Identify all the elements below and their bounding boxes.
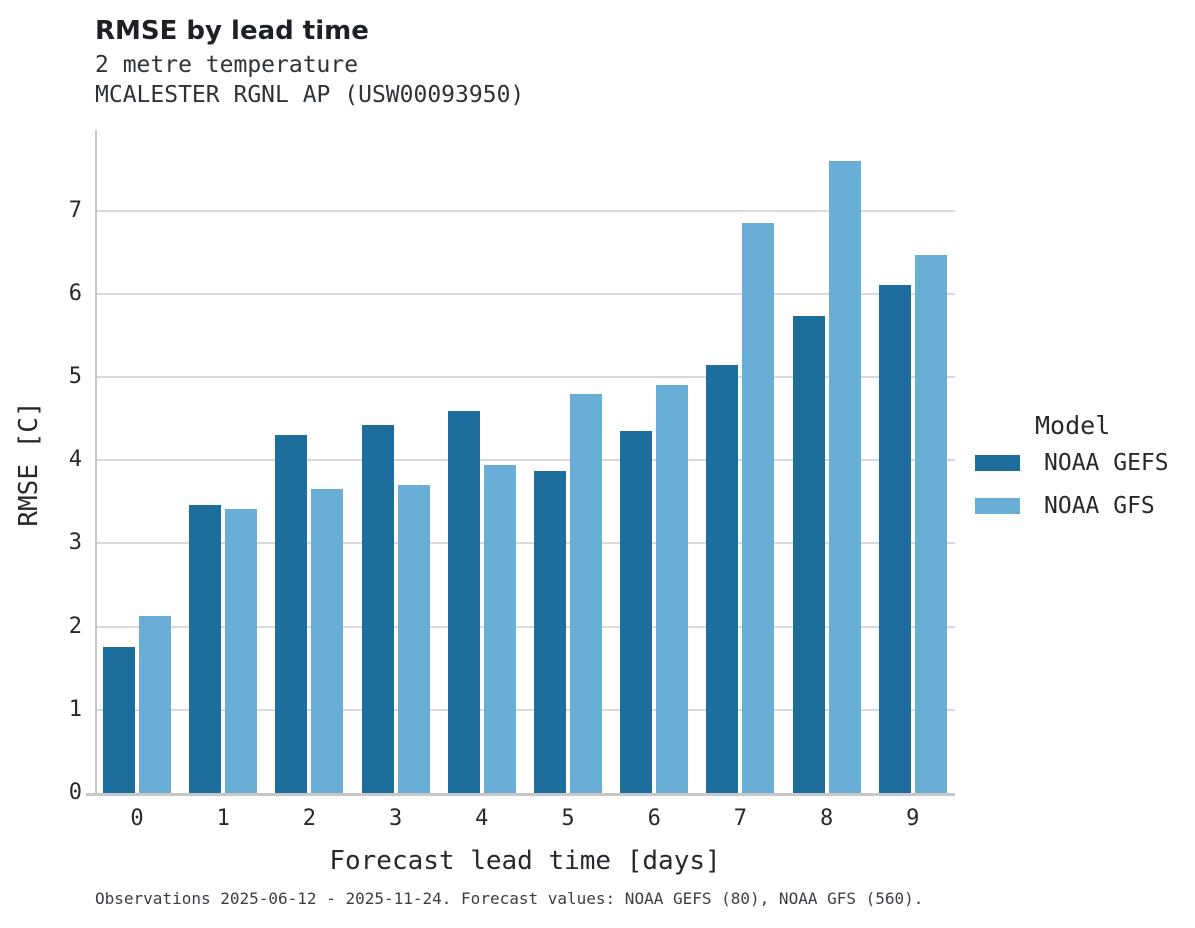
gridline-y-4 — [95, 459, 955, 462]
x-tick-label-0: 0 — [130, 806, 144, 831]
bar-noaa-gfs-lead-2 — [311, 489, 344, 793]
bar-noaa-gfs-lead-7 — [742, 223, 775, 793]
x-tick-label-7: 7 — [733, 806, 748, 831]
y-tick-label-7: 7 — [68, 197, 82, 223]
y-tick-label-6: 6 — [68, 280, 82, 306]
bar-noaa-gefs-lead-0 — [103, 646, 135, 793]
x-tick-label-2: 2 — [302, 806, 317, 831]
y-axis-spine — [95, 130, 97, 796]
x-tick-label-5: 5 — [561, 806, 575, 831]
x-tick-label-3: 3 — [388, 806, 403, 831]
legend-swatch-noaa-gfs — [975, 498, 1020, 514]
x-tick-label-1: 1 — [216, 806, 230, 831]
x-tick-label-8: 8 — [819, 806, 834, 831]
chart-subtitle-variable: 2 metre temperature — [95, 52, 359, 78]
legend-title: Model — [1035, 411, 1111, 440]
gridline-y-5 — [95, 376, 955, 379]
y-tick-label-0: 0 — [68, 780, 82, 805]
gridline-y-7 — [95, 209, 955, 212]
legend-item-noaa-gefs: NOAA GEFS — [975, 450, 1190, 476]
bar-noaa-gfs-lead-6 — [656, 385, 689, 793]
bar-noaa-gefs-lead-2 — [275, 435, 308, 793]
legend-item-noaa-gfs: NOAA GFS — [975, 493, 1190, 519]
bar-noaa-gefs-lead-1 — [189, 505, 222, 793]
x-axis-spine — [86, 793, 955, 796]
bar-noaa-gfs-lead-5 — [570, 393, 602, 793]
chart-subtitle-station: MCALESTER RGNL AP (USW00093950) — [95, 82, 525, 108]
bar-noaa-gefs-lead-4 — [447, 411, 480, 793]
bar-noaa-gfs-lead-0 — [139, 615, 171, 793]
legend-label-noaa-gefs: NOAA GEFS — [1044, 450, 1169, 476]
x-tick-label-6: 6 — [647, 806, 661, 831]
bar-noaa-gfs-lead-4 — [483, 465, 516, 793]
bar-noaa-gefs-lead-3 — [361, 425, 394, 793]
bar-noaa-gefs-lead-5 — [534, 471, 566, 793]
bar-noaa-gfs-lead-3 — [397, 485, 430, 793]
legend: Model NOAA GEFS NOAA GFS — [975, 411, 1190, 536]
y-tick-label-5: 5 — [68, 364, 82, 390]
gridline-y-3 — [95, 542, 955, 545]
gridline-y-6 — [95, 292, 955, 295]
legend-label-noaa-gfs: NOAA GFS — [1044, 493, 1155, 519]
y-tick-label-3: 3 — [68, 530, 82, 556]
bar-noaa-gfs-lead-8 — [828, 160, 861, 793]
bar-noaa-gefs-lead-7 — [706, 365, 739, 793]
bar-noaa-gfs-lead-9 — [914, 254, 947, 793]
y-tick-label-4: 4 — [68, 447, 82, 473]
legend-swatch-noaa-gefs — [975, 455, 1020, 471]
bar-noaa-gefs-lead-8 — [792, 315, 825, 793]
x-tick-label-9: 9 — [906, 806, 920, 831]
chart-title: RMSE by lead time — [95, 16, 369, 46]
gridline-y-2 — [95, 625, 955, 628]
gridline-y-1 — [95, 708, 955, 711]
bar-noaa-gfs-lead-1 — [225, 509, 258, 793]
bar-noaa-gefs-lead-9 — [878, 284, 911, 793]
x-tick-label-4: 4 — [475, 806, 489, 831]
y-tick-label-2: 2 — [68, 613, 82, 639]
plot-area — [86, 130, 955, 796]
bar-noaa-gefs-lead-6 — [620, 431, 653, 793]
footnote: Observations 2025-06-12 - 2025-11-24. Fo… — [95, 889, 924, 908]
x-axis-title: Forecast lead time [days] — [329, 846, 721, 876]
y-tick-label-1: 1 — [68, 696, 82, 722]
